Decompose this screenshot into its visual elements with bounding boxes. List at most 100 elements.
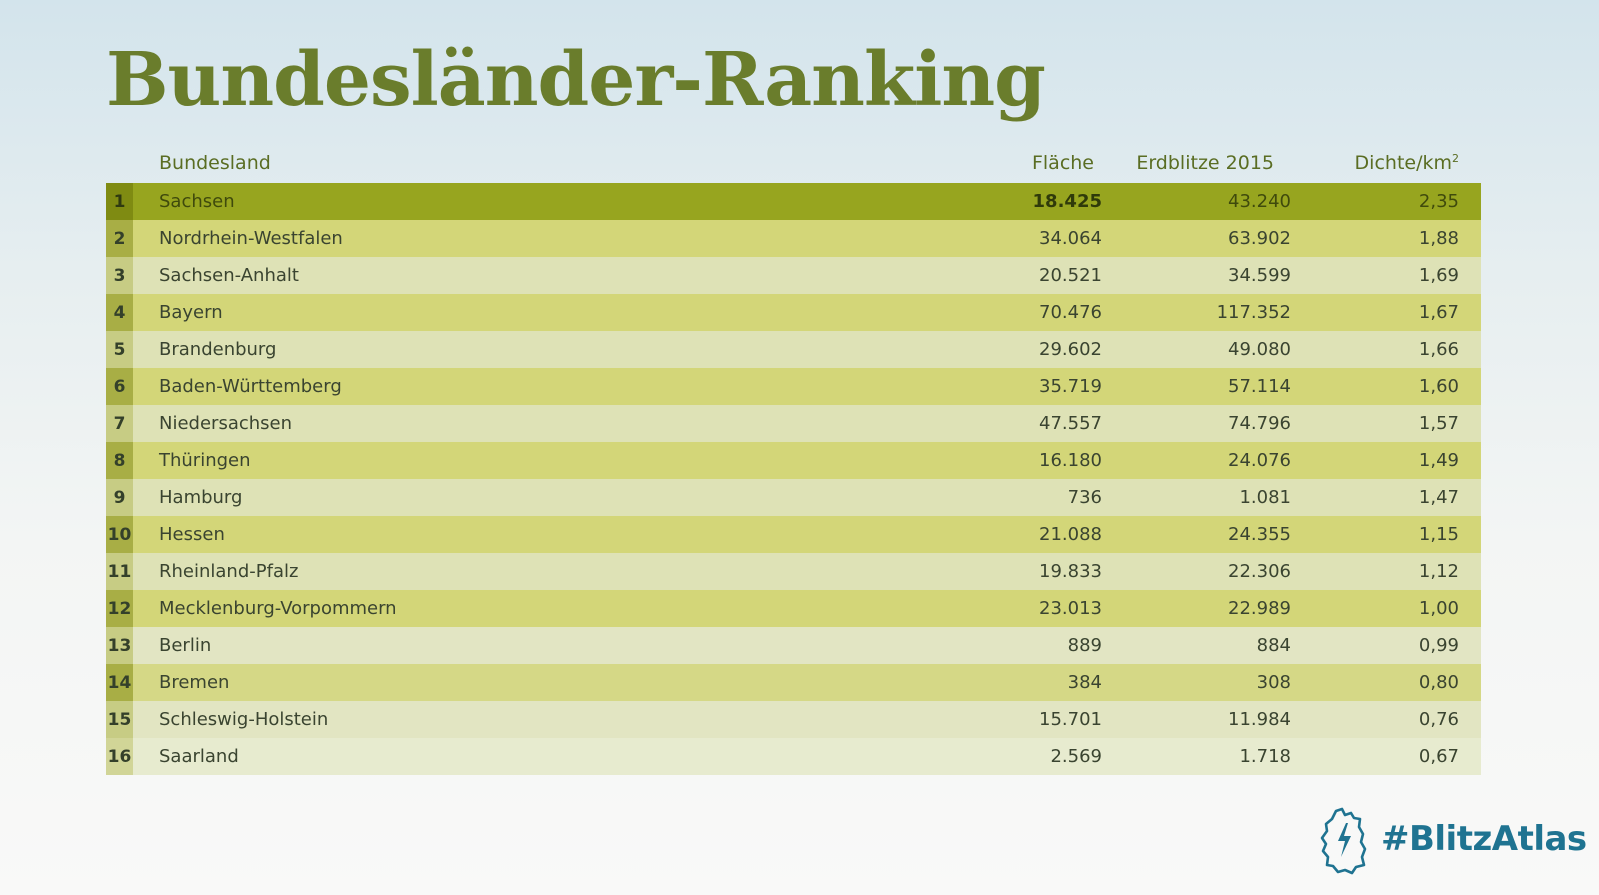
density-value: 1,00 xyxy=(1418,598,1459,619)
rank-cell: 12 xyxy=(106,590,133,627)
density-value: 0,99 xyxy=(1418,635,1459,656)
table-row: 8 Thüringen 16.180 24.076 1,49 xyxy=(106,442,1481,479)
page-title: Bundesländer-Ranking xyxy=(106,37,1046,123)
area-value: 20.521 xyxy=(1039,265,1102,286)
ranking-table: 1 Sachsen 18.425 43.240 2,35 2 Nordrhein… xyxy=(106,183,1481,775)
strikes-value: 1.081 xyxy=(1239,487,1291,508)
strikes-value: 24.355 xyxy=(1228,524,1291,545)
table-row: 11 Rheinland-Pfalz 19.833 22.306 1,12 xyxy=(106,553,1481,590)
strikes-value: 24.076 xyxy=(1228,450,1291,471)
rank-cell: 2 xyxy=(106,220,133,257)
state-name: Niedersachsen xyxy=(159,413,293,434)
state-name: Bremen xyxy=(159,672,230,693)
state-name: Hessen xyxy=(159,524,225,545)
rank-cell: 4 xyxy=(106,294,133,331)
column-header-dichte-superscript: 2 xyxy=(1452,152,1459,165)
table-row: 6 Baden-Württemberg 35.719 57.114 1,60 xyxy=(106,368,1481,405)
density-value: 0,80 xyxy=(1418,672,1459,693)
area-value: 384 xyxy=(1067,672,1102,693)
area-value: 736 xyxy=(1067,487,1102,508)
rank-cell: 9 xyxy=(106,479,133,516)
column-header-dichte: Dichte/km2 xyxy=(1355,152,1459,174)
table-row: 1 Sachsen 18.425 43.240 2,35 xyxy=(106,183,1481,220)
strikes-value: 1.718 xyxy=(1239,746,1291,767)
density-value: 2,35 xyxy=(1418,191,1459,212)
area-value: 21.088 xyxy=(1039,524,1102,545)
state-name: Hamburg xyxy=(159,487,243,508)
rank-cell: 10 xyxy=(106,516,133,553)
table-row: 9 Hamburg 736 1.081 1,47 xyxy=(106,479,1481,516)
area-value: 889 xyxy=(1067,635,1102,656)
density-value: 1,67 xyxy=(1418,302,1459,323)
density-value: 1,12 xyxy=(1418,561,1459,582)
column-header-dichte-label: Dichte/km xyxy=(1354,152,1452,174)
density-value: 1,88 xyxy=(1418,228,1459,249)
strikes-value: 63.902 xyxy=(1228,228,1291,249)
rank-cell: 5 xyxy=(106,331,133,368)
state-name: Mecklenburg-Vorpommern xyxy=(159,598,397,619)
germany-lightning-icon xyxy=(1320,807,1367,875)
area-value: 15.701 xyxy=(1039,709,1102,730)
rank-cell: 7 xyxy=(106,405,133,442)
strikes-value: 22.306 xyxy=(1228,561,1291,582)
table-row: 4 Bayern 70.476 117.352 1,67 xyxy=(106,294,1481,331)
state-name: Bayern xyxy=(159,302,223,323)
column-header-bundesland: Bundesland xyxy=(159,152,271,174)
table-row: 2 Nordrhein-Westfalen 34.064 63.902 1,88 xyxy=(106,220,1481,257)
area-value: 2.569 xyxy=(1050,746,1102,767)
area-value: 29.602 xyxy=(1039,339,1102,360)
state-name: Sachsen xyxy=(159,191,235,212)
table-row: 14 Bremen 384 308 0,80 xyxy=(106,664,1481,701)
area-value: 34.064 xyxy=(1039,228,1102,249)
table-row: 16 Saarland 2.569 1.718 0,67 xyxy=(106,738,1481,775)
rank-cell: 8 xyxy=(106,442,133,479)
table-row: 5 Brandenburg 29.602 49.080 1,66 xyxy=(106,331,1481,368)
table-row: 12 Mecklenburg-Vorpommern 23.013 22.989 … xyxy=(106,590,1481,627)
state-name: Thüringen xyxy=(159,450,251,471)
area-value: 23.013 xyxy=(1039,598,1102,619)
state-name: Schleswig-Holstein xyxy=(159,709,329,730)
state-name: Brandenburg xyxy=(159,339,277,360)
table-row: 13 Berlin 889 884 0,99 xyxy=(106,627,1481,664)
rank-cell: 1 xyxy=(106,183,133,220)
density-value: 0,76 xyxy=(1418,709,1459,730)
state-name: Nordrhein-Westfalen xyxy=(159,228,343,249)
rank-cell: 13 xyxy=(106,627,133,664)
blitzatlas-logo: #BlitzAtlas xyxy=(1318,807,1587,877)
state-name: Rheinland-Pfalz xyxy=(159,561,299,582)
rank-cell: 3 xyxy=(106,257,133,294)
area-value: 19.833 xyxy=(1039,561,1102,582)
table-header: Bundesland Fläche Erdblitze 2015 Dichte/… xyxy=(106,149,1481,181)
strikes-value: 43.240 xyxy=(1228,191,1291,212)
table-row: 3 Sachsen-Anhalt 20.521 34.599 1,69 xyxy=(106,257,1481,294)
strikes-value: 49.080 xyxy=(1228,339,1291,360)
column-header-flaeche: Fläche xyxy=(1031,152,1094,174)
strikes-value: 34.599 xyxy=(1228,265,1291,286)
rank-cell: 6 xyxy=(106,368,133,405)
state-name: Berlin xyxy=(159,635,212,656)
area-value: 35.719 xyxy=(1039,376,1102,397)
strikes-value: 884 xyxy=(1256,635,1291,656)
rank-cell: 15 xyxy=(106,701,133,738)
density-value: 1,15 xyxy=(1418,524,1459,545)
table-row: 15 Schleswig-Holstein 15.701 11.984 0,76 xyxy=(106,701,1481,738)
rank-cell: 14 xyxy=(106,664,133,701)
density-value: 1,57 xyxy=(1418,413,1459,434)
state-name: Baden-Württemberg xyxy=(159,376,342,397)
density-value: 1,47 xyxy=(1418,487,1459,508)
strikes-value: 117.352 xyxy=(1216,302,1291,323)
area-value: 16.180 xyxy=(1039,450,1102,471)
rank-cell: 11 xyxy=(106,553,133,590)
brand-hashtag: #BlitzAtlas xyxy=(1381,819,1587,859)
state-name: Saarland xyxy=(159,746,239,767)
strikes-value: 74.796 xyxy=(1228,413,1291,434)
table-row: 10 Hessen 21.088 24.355 1,15 xyxy=(106,516,1481,553)
area-value: 47.557 xyxy=(1039,413,1102,434)
density-value: 1,66 xyxy=(1418,339,1459,360)
area-value: 18.425 xyxy=(1032,191,1102,212)
density-value: 0,67 xyxy=(1418,746,1459,767)
density-value: 1,69 xyxy=(1418,265,1459,286)
strikes-value: 57.114 xyxy=(1228,376,1291,397)
column-header-erdblitze: Erdblitze 2015 xyxy=(1136,152,1274,174)
strikes-value: 308 xyxy=(1256,672,1291,693)
